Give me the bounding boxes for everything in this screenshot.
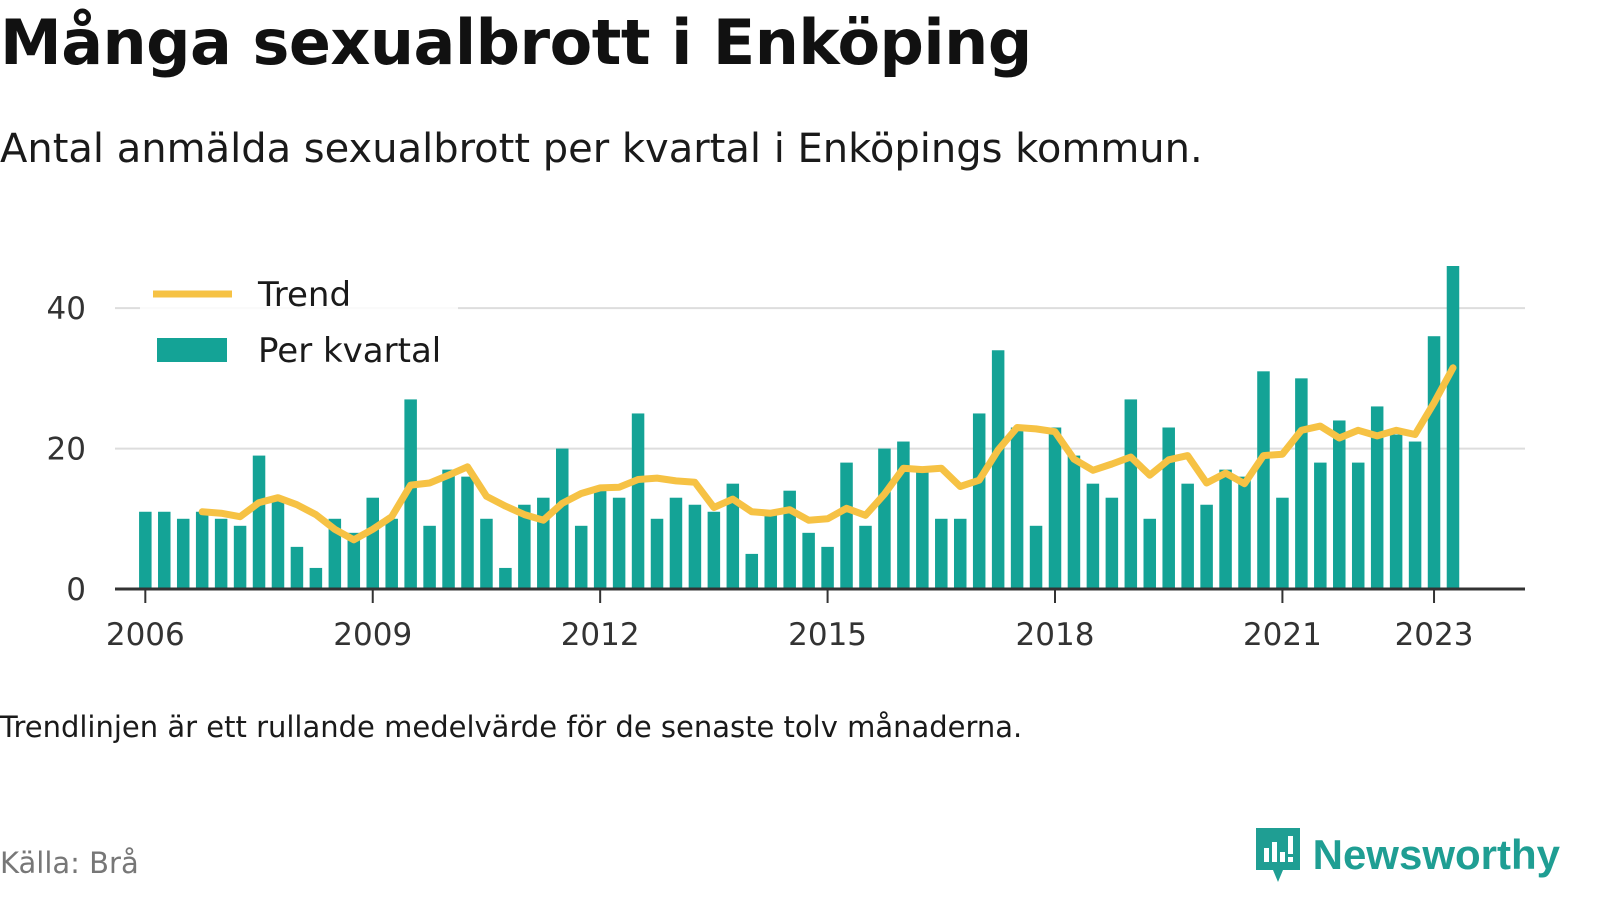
legend-label: Trend — [257, 275, 351, 315]
bar — [1219, 469, 1232, 589]
source-label: Källa: Brå — [0, 846, 139, 880]
bar — [290, 546, 304, 589]
bar — [347, 532, 361, 589]
bar — [1314, 462, 1327, 589]
bar — [461, 476, 474, 589]
bar — [1238, 476, 1251, 589]
bar — [935, 518, 948, 589]
bar — [1200, 504, 1213, 589]
bar — [309, 567, 323, 589]
x-tick-label: 2023 — [1395, 617, 1474, 653]
bar — [176, 518, 190, 589]
legend-bar-swatch — [157, 338, 227, 362]
bar — [897, 441, 910, 589]
bar — [556, 448, 569, 589]
bar — [195, 511, 209, 589]
chart: 0 20 40 2006 2009 2012 2015 2018 2021 2023 Trend P… — [47, 266, 1525, 653]
bar-series — [139, 266, 1460, 589]
brand-logo[interactable]: Newsworthy — [1253, 826, 1560, 884]
bar — [385, 518, 398, 589]
x-tick-label: 2009 — [333, 617, 412, 653]
bar — [499, 567, 512, 589]
bar — [1257, 371, 1270, 589]
bar — [233, 525, 247, 589]
bar — [859, 525, 872, 589]
bar — [1105, 497, 1119, 589]
bar — [1086, 483, 1100, 589]
bar — [1143, 518, 1157, 589]
bar — [271, 497, 285, 589]
bar — [669, 497, 683, 589]
brand-name: Newsworthy — [1312, 831, 1560, 878]
bar — [1295, 378, 1308, 589]
bar — [574, 525, 588, 589]
y-tick-label: 40 — [47, 291, 86, 327]
bar — [840, 462, 853, 589]
trend-line — [198, 364, 1457, 544]
bar — [1048, 427, 1062, 589]
bar — [214, 518, 228, 589]
bar — [991, 350, 1005, 589]
bar — [366, 497, 379, 589]
bar — [1029, 525, 1043, 589]
bar — [821, 546, 834, 589]
bar — [688, 504, 702, 589]
y-tick-label: 0 — [66, 572, 86, 608]
legend: Trend Per kvartal — [140, 268, 458, 378]
bar — [1351, 462, 1365, 589]
bar — [612, 497, 626, 589]
bar — [1446, 266, 1460, 589]
x-tick-label: 2021 — [1243, 617, 1322, 653]
bar — [650, 518, 664, 589]
bar — [404, 399, 417, 589]
legend-label: Per kvartal — [258, 331, 441, 371]
x-tick-label: 2012 — [561, 617, 640, 653]
bar — [1408, 441, 1422, 589]
bar — [745, 553, 759, 589]
bar — [593, 490, 607, 589]
bar — [726, 483, 740, 589]
chart-subtitle: Antal anmälda sexualbrott per kvartal i … — [0, 126, 1203, 172]
newsworthy-logo-icon — [1255, 828, 1300, 882]
bar — [1427, 336, 1441, 589]
bar — [631, 413, 645, 589]
bar — [442, 469, 455, 589]
bar — [139, 511, 152, 589]
bar — [1067, 455, 1081, 589]
bar — [252, 455, 266, 589]
x-tick-label: 2015 — [788, 617, 867, 653]
bar — [423, 525, 436, 589]
bar — [1276, 497, 1289, 589]
x-tick-label: 2018 — [1016, 617, 1095, 653]
chart-title: Många sexualbrott i Enköping — [0, 6, 1032, 79]
chart-note: Trendlinjen är ett rullande medelvärde f… — [0, 710, 1023, 744]
bar — [916, 469, 929, 589]
bar — [764, 511, 777, 589]
bar — [783, 490, 796, 589]
bar — [802, 532, 815, 589]
bar — [707, 511, 721, 589]
bar — [1333, 420, 1346, 589]
bar — [328, 518, 342, 589]
bar — [1370, 406, 1384, 589]
bar — [537, 497, 550, 589]
trend-series — [198, 364, 1457, 544]
bar — [953, 518, 967, 589]
bar — [878, 448, 891, 589]
bar — [1124, 399, 1138, 589]
bar — [972, 413, 986, 589]
bar — [158, 511, 171, 589]
bar — [1181, 483, 1194, 589]
bar — [1162, 427, 1175, 589]
bar — [480, 518, 493, 589]
axes: 0 20 40 2006 2009 2012 2015 2018 2021 2023 — [47, 291, 1525, 653]
x-tick-label: 2006 — [106, 617, 185, 653]
bar — [1389, 434, 1403, 589]
bar — [1010, 427, 1024, 589]
bar — [518, 504, 531, 589]
y-tick-label: 20 — [47, 432, 86, 468]
